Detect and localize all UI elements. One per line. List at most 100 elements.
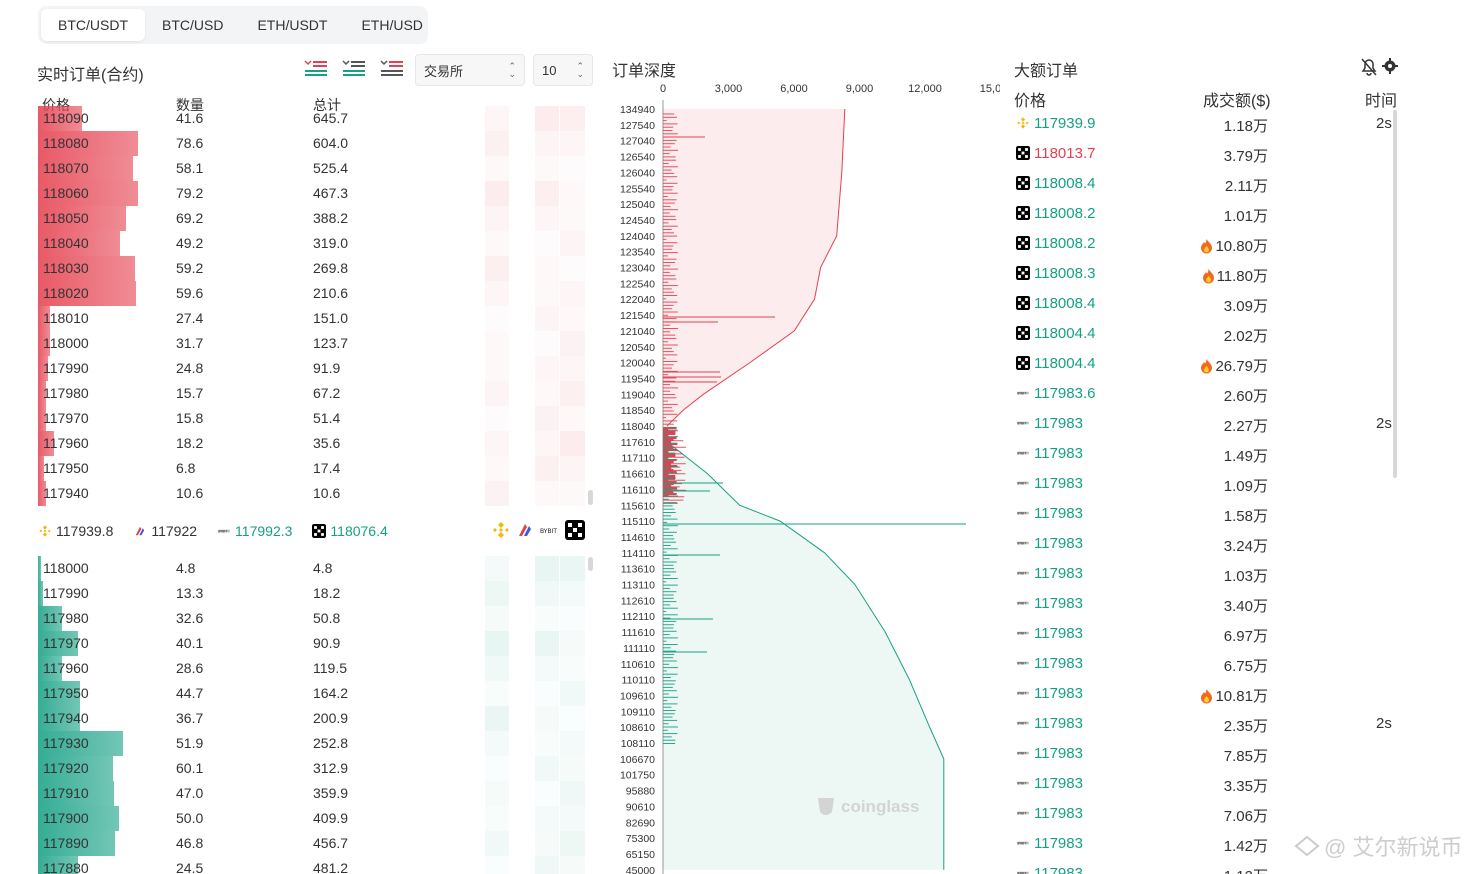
ask-qty: 79.2: [176, 185, 204, 201]
coinbase-filter-icon[interactable]: [515, 520, 535, 540]
large-order-row[interactable]: BYBIT 117983 3.35万: [1014, 768, 1414, 798]
mute-bell-icon[interactable]: [1361, 58, 1377, 76]
large-order-row[interactable]: BYBIT 117983 7.06万: [1014, 798, 1414, 828]
view-bids-icon[interactable]: [341, 58, 367, 80]
ask-row[interactable]: 117940 10.6 10.6: [38, 481, 598, 506]
ask-qty: 15.7: [176, 385, 204, 401]
large-order-row[interactable]: BYBIT 117983 6.75万: [1014, 648, 1414, 678]
bid-row[interactable]: 117890 46.8 456.7: [38, 831, 598, 856]
okx-filter-icon[interactable]: [565, 520, 585, 540]
bybit-icon: BYBIT: [1017, 481, 1029, 485]
ask-heat-cell: [535, 406, 559, 431]
bid-row[interactable]: 117900 50.0 409.9: [38, 806, 598, 831]
ask-row[interactable]: 118050 69.2 388.2: [38, 206, 598, 231]
ask-row[interactable]: 117960 18.2 35.6: [38, 431, 598, 456]
asks-scrollbar[interactable]: [588, 490, 593, 505]
bybit-filter-icon[interactable]: BYBIT: [539, 520, 561, 540]
ask-row[interactable]: 118080 78.6 604.0: [38, 131, 598, 156]
select-arrows-icon: ⌃ ⌄: [508, 61, 516, 79]
ask-row[interactable]: 118000 31.7 123.7: [38, 331, 598, 356]
large-order-row[interactable]: BYBIT 117983 1.58万: [1014, 498, 1414, 528]
bid-row[interactable]: 117940 36.7 200.9: [38, 706, 598, 731]
ask-row[interactable]: 118020 59.6 210.6: [38, 281, 598, 306]
large-order-row[interactable]: BYBIT 117983 1.12万: [1014, 858, 1414, 874]
tab-eth-usdt[interactable]: ETH/USDT: [257, 17, 328, 33]
ask-qty: 18.2: [176, 435, 204, 451]
ask-row[interactable]: 117980 15.7 67.2: [38, 381, 598, 406]
svg-text:BYBIT: BYBIT: [1017, 691, 1026, 695]
tab-btc-usd[interactable]: BTC/USD: [162, 17, 224, 33]
large-order-row[interactable]: BYBIT 117983 2.35万 2s: [1014, 708, 1414, 738]
large-order-row[interactable]: 118008.4 2.11万: [1014, 168, 1414, 198]
large-order-row[interactable]: 118004.4 2.02万: [1014, 318, 1414, 348]
bid-row[interactable]: 118000 4.8 4.8: [38, 556, 598, 581]
large-order-row[interactable]: 118008.4 3.09万: [1014, 288, 1414, 318]
bid-row[interactable]: 117970 40.1 90.9: [38, 631, 598, 656]
bids-scrollbar[interactable]: [588, 557, 593, 571]
ask-row[interactable]: 118040 49.2 319.0: [38, 231, 598, 256]
view-both-icon[interactable]: [303, 58, 329, 80]
large-order-amount-cell: 7.06万: [1224, 805, 1268, 826]
ask-row[interactable]: 118030 59.2 269.8: [38, 256, 598, 281]
bid-row[interactable]: 117880 24.5 481.2: [38, 856, 598, 874]
ask-row[interactable]: 118010 27.4 151.0: [38, 306, 598, 331]
large-orders-list: 117939.9 1.18万 2s 118013.7 3.79万 118008.4 2.11…: [1014, 108, 1414, 874]
ask-row[interactable]: 118060 79.2 467.3: [38, 181, 598, 206]
large-order-row[interactable]: BYBIT 117983 6.97万: [1014, 618, 1414, 648]
large-order-row[interactable]: 118008.2 1.01万: [1014, 198, 1414, 228]
ask-heat-cell: [485, 406, 509, 431]
large-orders-title: 大额订单: [1014, 63, 1079, 80]
large-order-row[interactable]: BYBIT 117983 1.49万: [1014, 438, 1414, 468]
ask-depth-bar: [38, 331, 50, 356]
bid-row[interactable]: 117950 44.7 164.2: [38, 681, 598, 706]
large-order-row[interactable]: BYBIT 117983 10.81万: [1014, 678, 1414, 708]
settings-gear-icon[interactable]: [1382, 58, 1398, 74]
tab-eth-usd[interactable]: ETH/USD: [361, 17, 423, 33]
binance-filter-icon[interactable]: [491, 520, 511, 540]
large-order-row[interactable]: BYBIT 117983 3.40万: [1014, 588, 1414, 618]
view-asks-icon[interactable]: [379, 58, 405, 80]
tab-btc-usdt[interactable]: BTC/USDT: [41, 9, 145, 41]
large-order-amount-cell: 6.97万: [1224, 625, 1268, 646]
large-order-row[interactable]: 118013.7 3.79万: [1014, 138, 1414, 168]
large-order-amount-cell: 1.18万: [1224, 115, 1268, 136]
depth-y-tick: 120040: [620, 358, 655, 370]
large-orders-scrollbar[interactable]: [1393, 110, 1397, 478]
bid-row[interactable]: 117910 47.0 359.9: [38, 781, 598, 806]
large-order-row[interactable]: BYBIT 117983 1.42万: [1014, 828, 1414, 858]
depth-y-tick: 118540: [621, 405, 655, 417]
large-order-row[interactable]: 118008.3 11.80万: [1014, 258, 1414, 288]
ask-row[interactable]: 118090 41.6 645.7: [38, 106, 598, 131]
bid-total: 90.9: [313, 635, 341, 651]
ask-total: 269.8: [313, 260, 349, 276]
large-order-row[interactable]: 118008.2 10.80万: [1014, 228, 1414, 258]
large-order-amount: 3.40万: [1223, 598, 1268, 615]
large-order-row[interactable]: BYBIT 117983 7.85万: [1014, 738, 1414, 768]
ask-row[interactable]: 117970 15.8 51.4: [38, 406, 598, 431]
large-order-row[interactable]: 117939.9 1.18万 2s: [1014, 108, 1414, 138]
ask-heat-cell: [485, 156, 509, 181]
large-order-row[interactable]: BYBIT 117983 2.27万 2s: [1014, 408, 1414, 438]
fire-icon: [1201, 688, 1213, 703]
large-order-row[interactable]: BYBIT 117983 1.03万: [1014, 558, 1414, 588]
bid-row[interactable]: 117960 28.6 119.5: [38, 656, 598, 681]
bid-row[interactable]: 117930 51.9 252.8: [38, 731, 598, 756]
large-order-row[interactable]: BYBIT 117983 3.24万: [1014, 528, 1414, 558]
bid-row[interactable]: 117920 60.1 312.9: [38, 756, 598, 781]
bid-price: 117880: [43, 860, 89, 874]
bid-row[interactable]: 117990 13.3 18.2: [38, 581, 598, 606]
bid-heat-cell: [485, 831, 509, 856]
large-order-row[interactable]: 118004.4 26.79万: [1014, 348, 1414, 378]
large-order-amount: 1.49万: [1223, 448, 1268, 465]
exchange-select[interactable]: 交易所 ⌃ ⌄: [415, 54, 525, 86]
ask-price: 118070: [43, 160, 89, 176]
large-order-row[interactable]: BYBIT 117983 1.09万: [1014, 468, 1414, 498]
ask-price: 118010: [43, 310, 89, 326]
ask-row[interactable]: 117990 24.8 91.9: [38, 356, 598, 381]
large-order-row[interactable]: BYBIT 117983.6 2.60万: [1014, 378, 1414, 408]
ask-depth-bar: [38, 406, 46, 431]
bid-row[interactable]: 117980 32.6 50.8: [38, 606, 598, 631]
ask-row[interactable]: 118070 58.1 525.4: [38, 156, 598, 181]
ask-row[interactable]: 117950 6.8 17.4: [38, 456, 598, 481]
depth-level-select[interactable]: 10 ⌃ ⌄: [533, 54, 593, 86]
